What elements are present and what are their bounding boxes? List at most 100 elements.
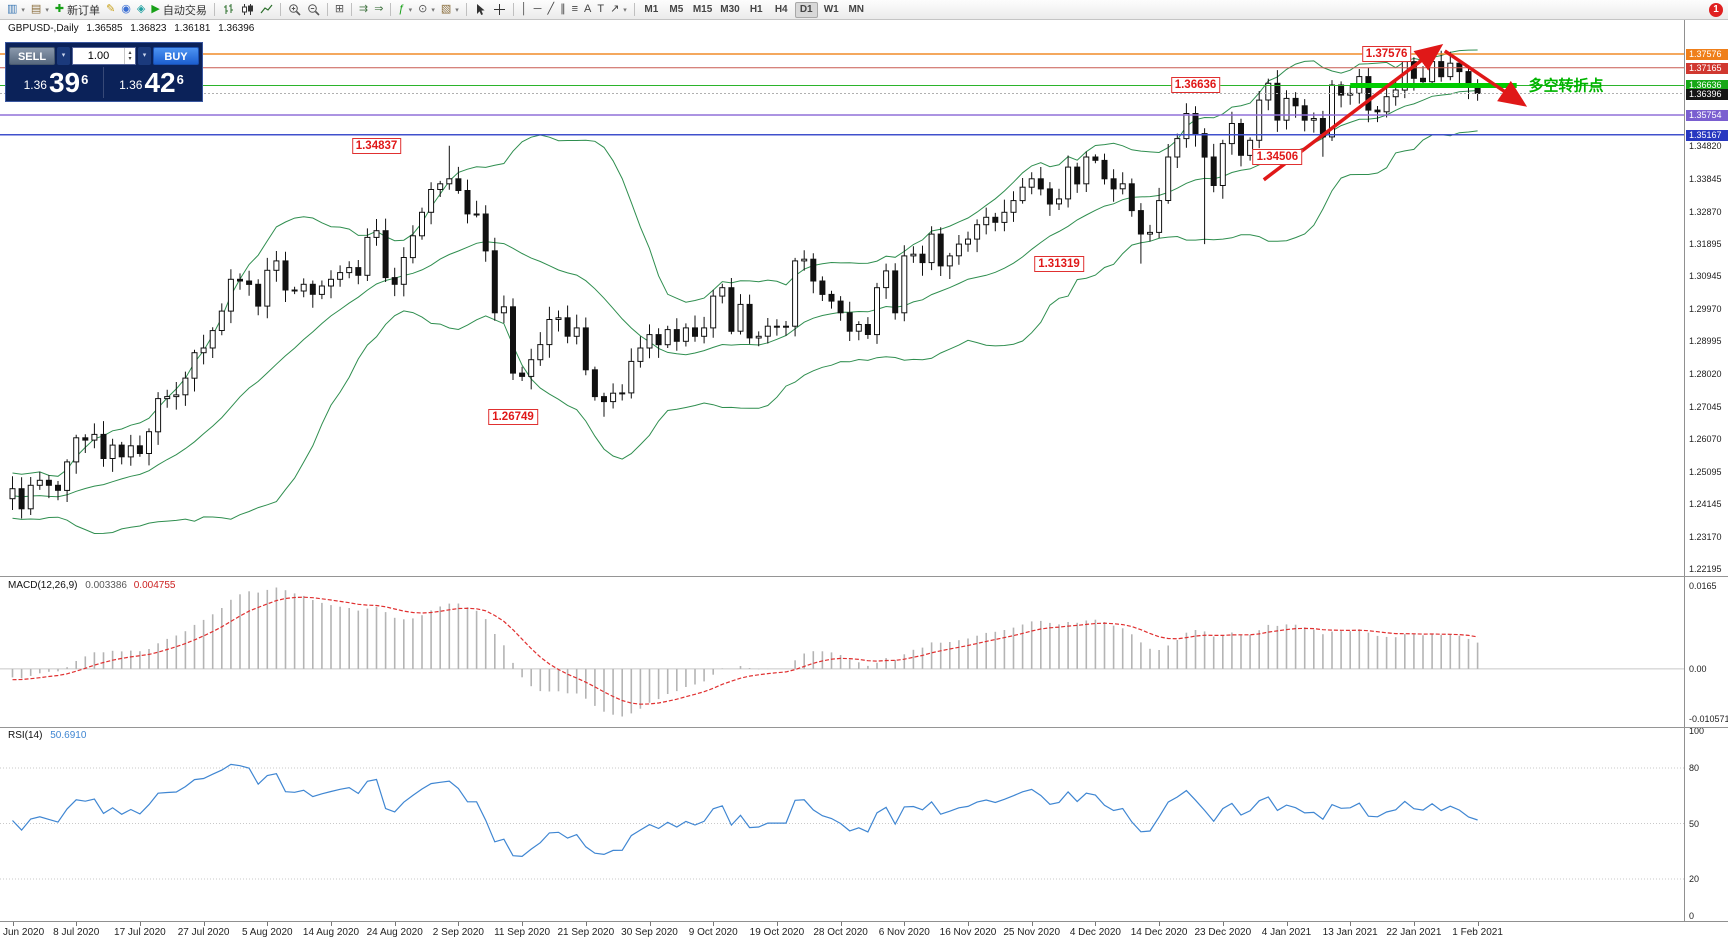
toolbar-separator	[213, 3, 215, 16]
toolbar-separator	[351, 3, 353, 16]
chevron-down-icon: ▾	[45, 6, 49, 14]
date-label: 16 Nov 2020	[939, 927, 997, 938]
autotrading-button-label: 自动交易	[162, 4, 207, 17]
ohlc-high: 1.36823	[130, 23, 167, 34]
tile-windows-icon: ⊞	[334, 3, 345, 15]
rsi-indicator-header: RSI(14) 50.6910	[8, 730, 86, 741]
bar-chart-icon	[222, 3, 235, 16]
axis-tick-label: 1.27045	[1689, 401, 1722, 412]
auto-scroll-icon: ⇉	[359, 3, 369, 15]
price-annotation[interactable]: 1.34506	[1252, 148, 1303, 165]
axis-tick-label: 1.34820	[1689, 141, 1722, 152]
price-tag: 1.37165	[1686, 62, 1728, 74]
time-axis-tick	[331, 922, 332, 926]
timeframe-m15[interactable]: M15	[692, 3, 713, 15]
new-chart-icon[interactable]: ▥ ▾	[4, 1, 28, 18]
text-label-icon[interactable]: T	[594, 1, 607, 18]
date-label: 1 Feb 2021	[1452, 927, 1503, 938]
main-toolbar: ▥ ▾ ▤ ▾ ✚ 新订单 ✎ ◉ ◈ ▶ 自动交易 ⊞ ⇉ ⇒ ƒ ▾ ⊙ ▾ ▧ ▾ │ ─ ╱ ∥ ≡ A T ↗ ▾ M1 M5 M…	[0, 0, 1728, 20]
rsi-pane-separator[interactable]	[0, 727, 1728, 728]
chevron-down-icon: ▾	[431, 6, 435, 14]
notification-badge[interactable]: 1	[1709, 3, 1723, 17]
fibonacci-icon[interactable]: ≡	[569, 1, 581, 18]
line-chart-icon[interactable]	[257, 1, 276, 18]
autotrading-button[interactable]: ▶ 自动交易	[148, 1, 209, 18]
time-axis-tick	[1222, 922, 1224, 926]
auto-scroll-icon[interactable]: ⇉	[356, 1, 371, 18]
timeframe-h4[interactable]: H4	[774, 3, 788, 15]
volume-value: 1.00	[87, 49, 110, 62]
macd-pane-separator[interactable]	[0, 576, 1728, 577]
toolbar-groups: ▥ ▾ ▤ ▾ ✚ 新订单 ✎ ◉ ◈ ▶ 自动交易 ⊞ ⇉ ⇒ ƒ ▾ ⊙ ▾ ▧ ▾ │ ─ ╱ ∥ ≡ A T ↗ ▾	[4, 1, 630, 18]
tile-windows-icon[interactable]: ⊞	[332, 1, 347, 18]
price-tag: 1.35167	[1686, 129, 1728, 141]
volume-spinner[interactable]: ▴ ▾	[124, 47, 135, 64]
axis-tick-label: 1.22195	[1689, 564, 1722, 575]
toolbar-separator	[279, 3, 281, 16]
zoom-out-icon[interactable]	[304, 1, 323, 18]
timeframe-m1[interactable]: M1	[644, 3, 659, 15]
trendline-icon[interactable]: ╱	[544, 1, 557, 18]
profiles-icon[interactable]: ▤ ▾	[28, 1, 52, 18]
axis-tick-label: 1.29970	[1689, 303, 1722, 314]
price-annotation[interactable]: 1.26749	[488, 408, 538, 425]
price-annotation[interactable]: 1.31319	[1034, 255, 1084, 272]
chart-shift-icon[interactable]: ⇒	[371, 1, 386, 18]
timeframe-m30[interactable]: M30	[720, 3, 740, 15]
date-label: 19 Oct 2020	[749, 927, 805, 938]
vertical-line-icon[interactable]: │	[518, 1, 531, 18]
buy-price-display[interactable]: 1.36 42 6	[104, 67, 199, 98]
turning-point-label[interactable]: 多空转折点	[1528, 77, 1604, 95]
sell-price-display[interactable]: 1.36 39 6	[9, 67, 104, 98]
date-label: 27 Jul 2020	[177, 927, 230, 938]
price-chart[interactable]	[0, 20, 1684, 921]
equidistant-channel-icon[interactable]: ∥	[557, 1, 569, 18]
axis-tick-label: 0.0165	[1689, 581, 1717, 591]
sell-options-caret-icon[interactable]: ▾	[57, 46, 70, 65]
new-order-button: ✚	[54, 3, 65, 15]
new-order-button[interactable]: ✚ 新订单	[52, 1, 103, 18]
mql5-community-icon[interactable]: ◈	[134, 1, 148, 18]
timeframe-m5[interactable]: M5	[669, 3, 684, 15]
indicators-icon[interactable]: ƒ ▾	[395, 1, 415, 18]
timeframe-mn[interactable]: MN	[848, 3, 864, 15]
date-label: 28 Oct 2020	[813, 927, 868, 938]
zoom-in-icon[interactable]	[285, 1, 304, 18]
time-axis[interactable]: Jun 2020 8 Jul 2020 17 Jul 2020 27 Jul 2020…	[0, 921, 1728, 943]
experts-icon[interactable]: ◉	[118, 1, 134, 18]
chart-shift-icon: ⇒	[374, 3, 384, 15]
volume-input[interactable]: 1.00 ▴ ▾	[72, 46, 136, 65]
horizontal-line-icon[interactable]: ─	[531, 1, 545, 18]
periods-icon[interactable]: ⊙ ▾	[415, 1, 438, 18]
axis-tick-label: 1.28995	[1689, 336, 1722, 347]
trend-arrow[interactable]	[1443, 49, 1528, 107]
cursor-icon[interactable]	[471, 1, 490, 18]
sell-price-pip: 6	[81, 72, 89, 87]
time-axis-tick	[904, 922, 906, 926]
arrows-icon[interactable]: ↗ ▾	[607, 1, 630, 18]
timeframe-w1[interactable]: W1	[823, 3, 839, 15]
price-annotation[interactable]: 1.37576	[1361, 46, 1412, 62]
bar-chart-icon[interactable]	[219, 1, 238, 18]
sell-button[interactable]: SELL	[9, 46, 55, 65]
timeframe-d1[interactable]: D1	[794, 1, 818, 18]
axis-tick-label: 1.30945	[1689, 271, 1722, 282]
chevron-down-icon: ▾	[21, 6, 25, 14]
price-annotation[interactable]: 1.36636	[1170, 77, 1221, 94]
templates-icon[interactable]: ▧ ▾	[438, 1, 462, 18]
candlestick-chart-icon[interactable]	[238, 1, 257, 18]
buy-button[interactable]: BUY	[153, 46, 199, 65]
date-label: 14 Dec 2020	[1130, 927, 1188, 938]
price-axis[interactable]: 1.34820 1.33845 1.32870 1.31895 1.30945 1.299…	[1684, 20, 1728, 943]
price-annotation[interactable]: 1.34837	[351, 137, 402, 154]
axis-tick-label: 20	[1689, 874, 1700, 884]
axis-tick-label: -0.010571	[1689, 714, 1728, 724]
timeframe-h1[interactable]: H1	[749, 3, 763, 15]
time-axis-tick	[1031, 922, 1033, 926]
metaeditor-icon[interactable]: ✎	[103, 1, 118, 18]
date-label: 8 Jul 2020	[53, 927, 100, 938]
text-icon[interactable]: A	[581, 1, 594, 18]
buy-options-caret-icon[interactable]: ▾	[138, 46, 151, 65]
crosshair-icon[interactable]	[490, 1, 509, 18]
metaeditor-icon: ✎	[106, 3, 116, 15]
